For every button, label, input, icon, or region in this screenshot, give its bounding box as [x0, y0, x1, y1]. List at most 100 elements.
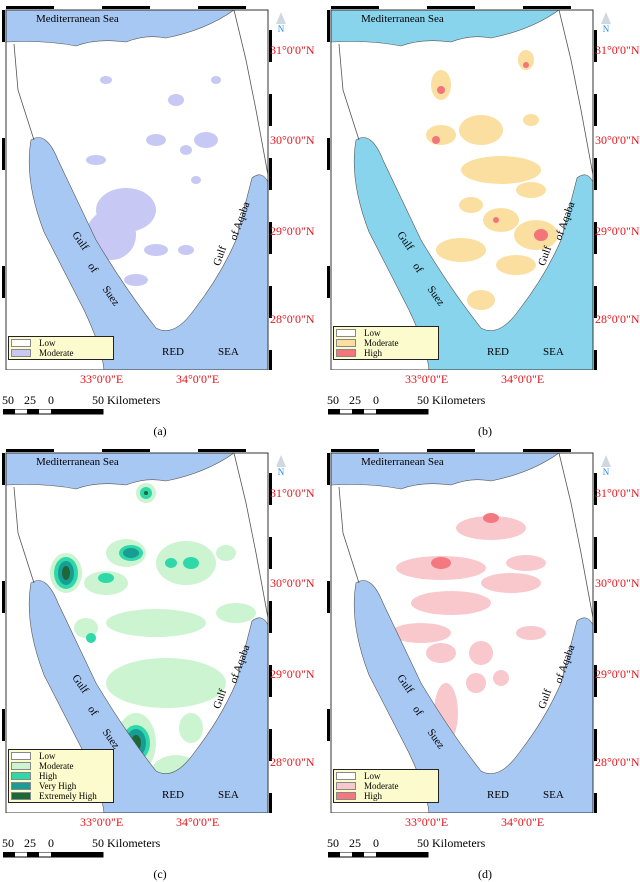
lon-label: 34°0'0"E — [501, 815, 545, 829]
hazard-zone — [146, 134, 166, 146]
lon-label: 33°0'0"E — [405, 815, 449, 829]
scale-label: 50 — [327, 393, 339, 407]
border-line — [338, 452, 594, 619]
label-red: RED — [487, 346, 509, 358]
scale-label: 25 — [349, 836, 361, 850]
hazard-zone — [481, 573, 541, 593]
legend: Low Moderate High — [333, 326, 439, 360]
lon-label: 33°0'0"E — [405, 372, 449, 386]
scale-label: 25 — [349, 393, 361, 407]
legend-label: Moderate — [364, 338, 399, 348]
hazard-zone — [178, 245, 194, 255]
hazard-zone — [459, 115, 503, 145]
scale-bar — [3, 409, 104, 415]
hazard-zone — [436, 238, 486, 262]
hazard-zone — [194, 132, 218, 148]
legend-item: Low — [11, 338, 111, 348]
legend-item: Low — [336, 328, 436, 338]
lon-label: 33°0'0"E — [80, 372, 124, 386]
lat-label: 30°0'0"N — [595, 133, 640, 147]
legend-label: High — [364, 348, 382, 358]
scale-label: 50 Kilometers — [92, 836, 161, 850]
hazard-zone — [62, 566, 70, 580]
label-sea: SEA — [543, 346, 564, 358]
hazard-zone — [534, 229, 548, 241]
legend-label: Extremely High — [39, 791, 97, 801]
map-panel-a: Mediterranean Sea RED SEA Gulf of Suez Gulf of … — [0, 0, 320, 438]
red-sea-gulfs — [28, 137, 269, 370]
legend-item: Extremely High — [11, 791, 111, 801]
lon-label: 33°0'0"E — [80, 815, 124, 829]
legend-item: Low — [336, 771, 436, 781]
north-arrow-icon: N — [601, 12, 611, 34]
lat-label: 29°0'0"N — [595, 667, 640, 681]
mediterranean-sea — [330, 452, 560, 490]
hazard-zone — [466, 673, 486, 693]
lat-label: 28°0'0"N — [270, 755, 315, 769]
hazard-zone — [98, 573, 114, 583]
legend-label: Moderate — [364, 781, 399, 791]
legend-item: Low — [11, 751, 111, 761]
map — [327, 6, 597, 370]
hazard-zone — [179, 713, 203, 743]
hazard-zone — [459, 197, 483, 213]
legend: Low Moderate — [8, 336, 114, 360]
legend-swatch — [336, 339, 356, 347]
hazard-zone — [391, 623, 451, 643]
scale-label: 50 — [2, 836, 14, 850]
lat-label: 31°0'0"N — [595, 486, 640, 500]
hazard-zone — [180, 145, 192, 155]
label-sea: SEA — [218, 789, 239, 801]
hazard-zone — [86, 633, 96, 643]
legend-swatch — [11, 339, 31, 347]
north-arrow-icon: N — [601, 455, 611, 477]
legend-label: Low — [364, 328, 381, 338]
legend-swatch — [336, 782, 356, 790]
mediterranean-sea — [330, 9, 560, 47]
legend-swatch — [336, 329, 356, 337]
legend-item: Moderate — [336, 781, 436, 791]
north-arrow-icon: N — [276, 455, 286, 477]
map — [2, 449, 272, 813]
hazard-zone — [144, 491, 148, 495]
label-red: RED — [162, 346, 184, 358]
legend-label: Moderate — [39, 348, 74, 358]
hazard-zone — [456, 516, 526, 540]
hazard-zone — [431, 557, 451, 569]
lat-label: 28°0'0"N — [595, 755, 640, 769]
legend-label: Low — [39, 338, 56, 348]
map — [2, 6, 272, 370]
hazard-zone — [432, 136, 440, 144]
map-frame — [5, 9, 269, 370]
label-sea: SEA — [543, 789, 564, 801]
red-sea-gulfs — [353, 137, 594, 370]
hazard-zone — [426, 125, 456, 145]
legend-swatch — [11, 792, 31, 800]
lat-label: 31°0'0"N — [595, 43, 640, 57]
scale-label: 50 Kilometers — [417, 836, 486, 850]
north-label: N — [602, 24, 610, 34]
hazard-zone — [506, 555, 546, 571]
scale-label: 50 — [2, 393, 14, 407]
scale-bar — [3, 852, 104, 858]
legend: Low Moderate High — [333, 769, 439, 803]
scale-bar — [328, 409, 429, 415]
hazard-zone — [106, 609, 206, 637]
legend-swatch — [336, 349, 356, 357]
map-frame — [5, 452, 269, 813]
mediterranean-sea — [5, 452, 235, 490]
lat-label: 29°0'0"N — [270, 224, 315, 238]
scale-label: 0 — [373, 836, 379, 850]
scale-bar — [328, 852, 429, 858]
hazard-zone — [483, 208, 519, 232]
lat-label: 28°0'0"N — [595, 312, 640, 326]
scale-label: 25 — [24, 393, 36, 407]
red-sea-gulfs — [353, 580, 594, 813]
hazard-zone — [523, 62, 529, 68]
legend-swatch — [11, 752, 31, 760]
lon-label: 34°0'0"E — [501, 372, 545, 386]
lat-label: 31°0'0"N — [270, 486, 315, 500]
legend: Low Moderate High Very High Extremely High — [8, 749, 114, 803]
legend-item: High — [11, 771, 111, 781]
